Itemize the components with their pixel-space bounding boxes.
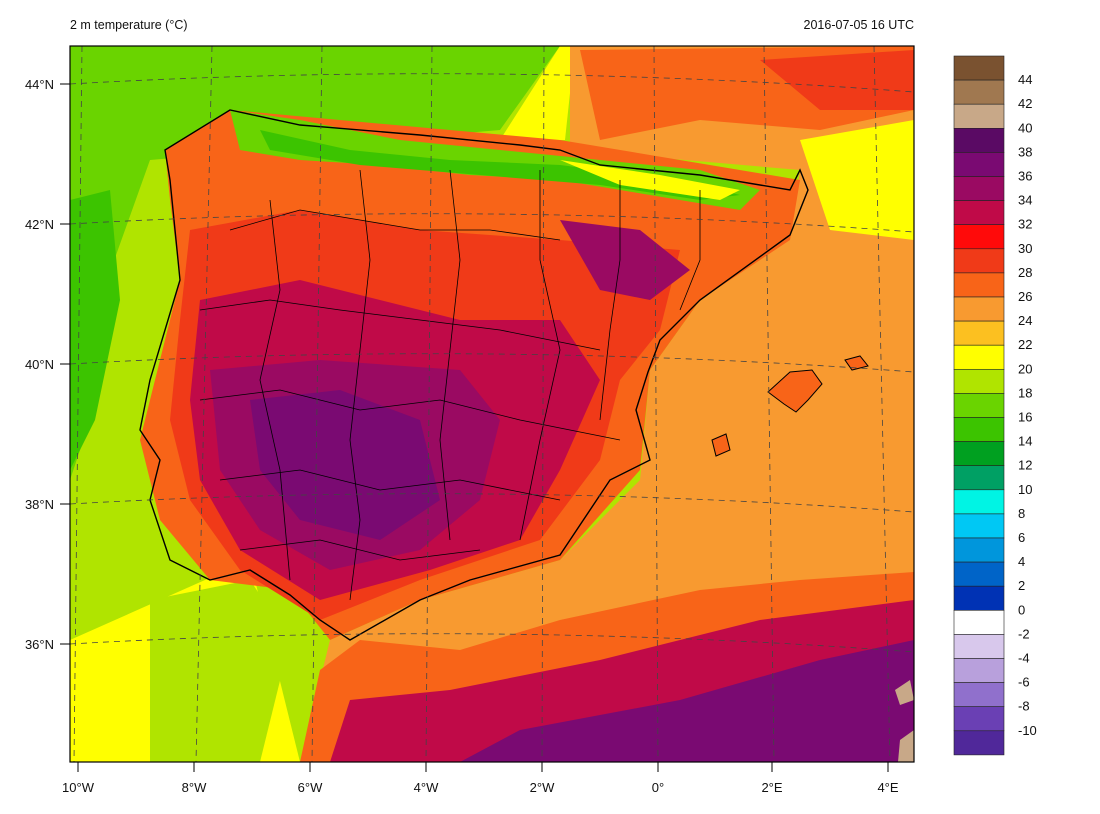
colorbar-label: 38 xyxy=(1018,144,1032,159)
colorbar-label: 26 xyxy=(1018,289,1032,304)
colorbar-swatch xyxy=(953,55,1005,81)
lon-label-4w: 4°W xyxy=(414,780,439,795)
colorbar-label: 42 xyxy=(1018,96,1032,111)
iberia-coastline xyxy=(139,109,809,641)
colorbar-label: 36 xyxy=(1018,169,1032,184)
valid-time: 2016-07-05 16 UTC xyxy=(803,18,914,32)
colorbar-swatch xyxy=(953,658,1005,683)
lon-label-8w: 8°W xyxy=(182,780,207,795)
colorbar-swatch xyxy=(953,296,1005,322)
gulf-of-lion-warm xyxy=(800,120,914,240)
colorbar-label: -6 xyxy=(1018,675,1030,690)
lat-label-36: 36°N xyxy=(25,637,54,652)
colorbar-label: -2 xyxy=(1018,626,1030,641)
ibiza xyxy=(711,433,731,457)
ebro-valley-hot xyxy=(560,220,690,300)
lon-label-10w: 10°W xyxy=(62,780,95,795)
desert-highland-patch xyxy=(898,730,914,762)
colorbar-swatch xyxy=(953,176,1005,201)
colorbar-label: 18 xyxy=(1018,385,1032,400)
colorbar-swatch xyxy=(953,513,1005,539)
lat-label-40: 40°N xyxy=(25,357,54,372)
colorbar-swatch xyxy=(953,152,1005,177)
colorbar-label: 28 xyxy=(1018,265,1032,280)
colorbar-swatch xyxy=(953,634,1005,659)
colorbar-label: 8 xyxy=(1018,506,1025,521)
colorbar-label: 34 xyxy=(1018,193,1032,208)
map-frame xyxy=(69,45,915,763)
colorbar-label: 10 xyxy=(1018,482,1032,497)
cadiz-gulf-green xyxy=(150,580,290,762)
colorbar-swatch xyxy=(953,128,1005,153)
colorbar-label: -10 xyxy=(1018,723,1037,738)
colorbar-label: 24 xyxy=(1018,313,1032,328)
colorbar-label: 22 xyxy=(1018,337,1032,352)
colorbar-label: 20 xyxy=(1018,361,1032,376)
colorbar: 4442403836343230282624222018161412108642… xyxy=(953,55,1037,756)
colorbar-swatch xyxy=(953,248,1005,274)
colorbar-swatch xyxy=(953,730,1005,756)
colorbar-label: 32 xyxy=(1018,217,1032,232)
colorbar-swatch xyxy=(953,344,1005,370)
lon-label-2w: 2°W xyxy=(530,780,555,795)
colorbar-swatch xyxy=(953,682,1005,707)
colorbar-swatch xyxy=(953,489,1005,515)
colorbar-swatch xyxy=(953,393,1005,418)
colorbar-swatch xyxy=(953,465,1005,491)
colorbar-label: 44 xyxy=(1018,72,1032,87)
colorbar-label: -8 xyxy=(1018,699,1030,714)
map-plot-area xyxy=(70,46,914,762)
colorbar-swatch xyxy=(953,561,1005,587)
colorbar-swatch xyxy=(953,417,1005,442)
atlantic-cold-band xyxy=(70,190,120,470)
colorbar-label: 40 xyxy=(1018,120,1032,135)
atlas-highland-patch xyxy=(895,680,914,705)
mallorca xyxy=(767,369,823,413)
menorca xyxy=(844,355,869,371)
colorbar-swatch xyxy=(953,103,1005,129)
lon-label-6w: 6°W xyxy=(298,780,323,795)
colorbar-label: 4 xyxy=(1018,554,1025,569)
lon-label-0: 0° xyxy=(652,780,664,795)
graticule xyxy=(70,46,914,762)
colorbar-swatch xyxy=(953,368,1005,394)
map-title: 2 m temperature (°C) xyxy=(70,18,188,32)
colorbar-label: 12 xyxy=(1018,458,1032,473)
colorbar-label: -4 xyxy=(1018,651,1030,666)
pyrenees-band xyxy=(560,160,740,200)
lat-label-42: 42°N xyxy=(25,217,54,232)
colorbar-swatch xyxy=(953,79,1005,105)
colorbar-label: 16 xyxy=(1018,410,1032,425)
lat-label-38: 38°N xyxy=(25,497,54,512)
colorbar-swatch xyxy=(953,224,1005,250)
colorbar-label: 14 xyxy=(1018,434,1032,449)
biscay-warm-strip xyxy=(500,46,575,140)
lon-label-2e: 2°E xyxy=(761,780,782,795)
north-africa-extreme xyxy=(460,640,914,762)
colorbar-swatch xyxy=(953,706,1005,732)
colorbar-label: 6 xyxy=(1018,530,1025,545)
axis-ticks xyxy=(60,83,889,772)
colorbar-swatch xyxy=(953,200,1005,226)
colorbar-swatch xyxy=(953,272,1005,298)
colorbar-swatch xyxy=(953,441,1005,467)
southern-france-hot xyxy=(760,50,914,110)
colorbar-swatch xyxy=(953,609,1005,635)
colorbar-swatch xyxy=(953,537,1005,563)
colorbar-label: 30 xyxy=(1018,241,1032,256)
lon-label-4e: 4°E xyxy=(877,780,898,795)
colorbar-label: 2 xyxy=(1018,578,1025,593)
guadiana-core xyxy=(250,390,440,540)
colorbar-swatch xyxy=(953,320,1005,346)
colorbar-swatch xyxy=(953,585,1005,611)
lat-label-44: 44°N xyxy=(25,77,54,92)
colorbar-label: 0 xyxy=(1018,602,1025,617)
province-boundaries xyxy=(199,169,701,601)
mediterranean-sea xyxy=(300,46,914,762)
